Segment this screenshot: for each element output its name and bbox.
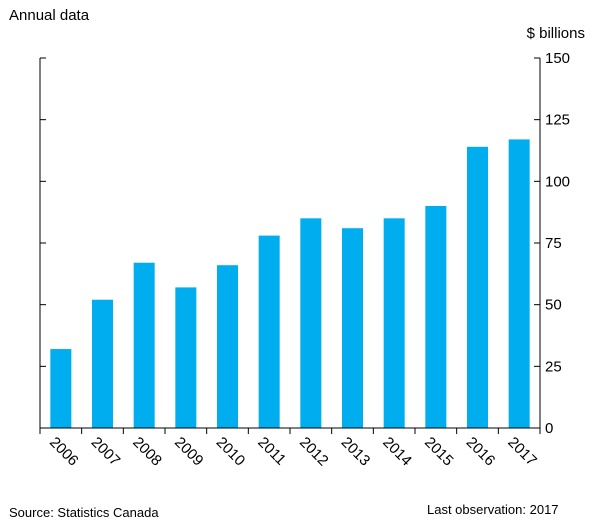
x-tick-label: 2009 <box>171 434 207 470</box>
bar-2008 <box>133 262 155 428</box>
x-tick-label: 2014 <box>379 434 415 470</box>
x-tick-label: 2010 <box>213 434 249 470</box>
y-tick-label: 25 <box>545 358 562 375</box>
x-tick-label: 2006 <box>46 434 82 470</box>
bar-2016 <box>467 146 488 429</box>
bar-2010 <box>217 265 238 428</box>
bar-2007 <box>92 299 113 428</box>
y-tick-label: 100 <box>545 173 570 190</box>
bar-2015 <box>425 206 447 428</box>
x-tick-label: 2015 <box>421 434 457 470</box>
y-unit-label: $ billions <box>527 25 585 42</box>
chart-subtitle: Annual data <box>9 7 90 24</box>
last-observation-note: Last observation: 2017 <box>427 502 559 517</box>
bar-2011 <box>258 235 280 428</box>
x-tick-label: 2013 <box>338 434 374 470</box>
x-tick-label: 2017 <box>504 434 540 470</box>
y-tick-label: 50 <box>545 297 562 314</box>
source-note: Source: Statistics Canada <box>9 505 159 520</box>
x-tick-label: 2011 <box>254 434 289 469</box>
x-tick-label: 2012 <box>296 434 332 470</box>
y-tick-label: 0 <box>545 420 553 437</box>
bar-2012 <box>300 218 322 428</box>
bar-2014 <box>383 218 405 428</box>
x-tick-label: 2008 <box>129 434 165 470</box>
y-tick-label: 125 <box>545 112 570 129</box>
bar-2009 <box>175 287 197 428</box>
x-tick-label: 2007 <box>88 434 124 470</box>
y-tick-label: 150 <box>545 50 570 67</box>
y-tick-label: 75 <box>545 235 562 252</box>
x-tick-label: 2016 <box>463 434 499 470</box>
bar-2013 <box>342 228 363 428</box>
bar-2006 <box>50 349 72 428</box>
bar-2017 <box>508 139 530 428</box>
